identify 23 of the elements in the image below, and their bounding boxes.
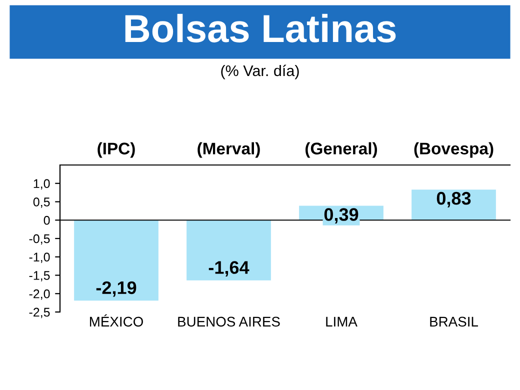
y-tick-label: 1,0 <box>34 179 50 190</box>
data-label: 0,39 <box>324 208 358 224</box>
text: (General) <box>306 142 378 158</box>
text: (IPC) <box>98 142 135 158</box>
y-tick-label: -1,5 <box>29 271 50 282</box>
y-tick-label: -1,0 <box>29 252 50 264</box>
data-label: -2,19 <box>96 281 136 297</box>
x-tick-label: BUENOS AIRES <box>178 316 280 327</box>
text: (Bovespa) <box>414 142 494 158</box>
x-tick-label: LIMA <box>326 316 358 326</box>
y-tick-label: -0,5 <box>29 234 50 245</box>
x-tick-label: MÉXICO <box>90 314 143 327</box>
bar <box>74 220 158 301</box>
data-label: -1,64 <box>208 261 250 277</box>
chart-title: Bolsas Latinas <box>125 14 396 42</box>
y-tick-label: -2,0 <box>29 289 50 300</box>
y-tick-label: 0 <box>44 216 50 225</box>
x-tick-label: BRASIL <box>430 316 478 327</box>
chart-subtitle: (% Var. día) <box>221 64 299 80</box>
y-tick-label: -2,5 <box>29 308 50 318</box>
text: (Merval) <box>198 142 260 158</box>
y-tick-label: 0,5 <box>33 198 50 208</box>
data-label: 0,83 <box>436 192 471 208</box>
